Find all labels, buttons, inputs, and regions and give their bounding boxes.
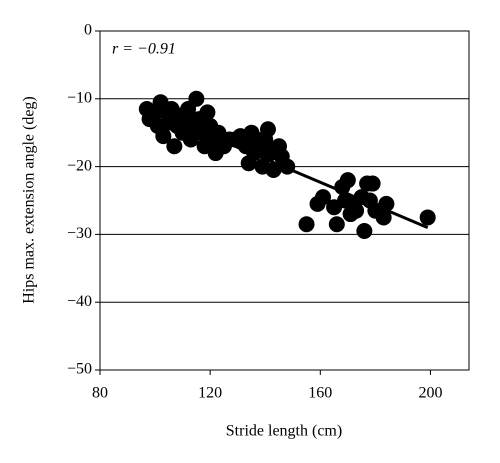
point bbox=[259, 121, 276, 138]
x-axis-label: Stride length (cm) bbox=[226, 423, 342, 440]
point bbox=[356, 223, 373, 240]
point bbox=[298, 216, 315, 233]
y-tick-label: 0 bbox=[84, 22, 92, 39]
point bbox=[199, 104, 216, 121]
x-tick-label: 120 bbox=[198, 385, 222, 402]
point bbox=[419, 209, 436, 226]
point bbox=[279, 158, 296, 175]
y-tick-label: −40 bbox=[67, 293, 92, 310]
y-axis-label: Hips max. extension angle (deg) bbox=[21, 96, 38, 304]
point bbox=[378, 195, 395, 212]
point bbox=[188, 90, 205, 107]
point bbox=[166, 138, 183, 155]
x-tick-label: 200 bbox=[418, 385, 442, 402]
point bbox=[348, 202, 365, 219]
y-tick-label: −10 bbox=[67, 89, 92, 106]
point bbox=[339, 172, 356, 189]
point bbox=[155, 128, 172, 145]
x-tick-label: 160 bbox=[308, 385, 332, 402]
y-tick-label: −50 bbox=[67, 361, 92, 378]
point bbox=[265, 161, 282, 178]
x-tick-label: 80 bbox=[92, 385, 108, 402]
y-tick-label: −20 bbox=[67, 157, 92, 174]
annotation: r = −0.91 bbox=[112, 41, 176, 58]
point bbox=[375, 209, 392, 226]
point bbox=[328, 216, 345, 233]
point bbox=[315, 189, 332, 206]
point bbox=[364, 175, 381, 192]
y-tick-label: −30 bbox=[67, 225, 92, 242]
plot-frame bbox=[99, 30, 470, 371]
